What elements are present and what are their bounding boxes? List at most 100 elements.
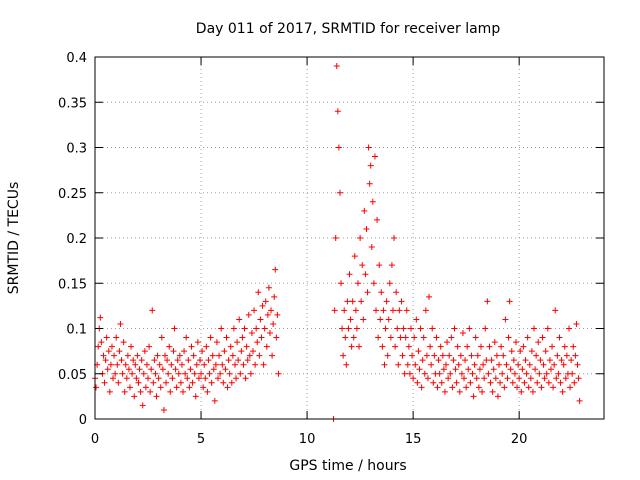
data-point [243, 343, 250, 350]
data-point [119, 370, 126, 377]
data-point [171, 325, 178, 332]
data-point [128, 343, 135, 350]
data-point [353, 325, 360, 332]
data-point [176, 352, 183, 359]
data-point [154, 352, 161, 359]
data-point [464, 343, 471, 350]
data-point [505, 334, 512, 341]
data-point [387, 334, 394, 341]
data-point [458, 370, 465, 377]
data-point [216, 352, 223, 359]
data-point [555, 370, 562, 377]
data-point [488, 357, 495, 364]
data-point [148, 366, 155, 373]
data-point [514, 384, 521, 391]
data-point [572, 352, 579, 359]
data-point [95, 343, 102, 350]
data-point [352, 307, 359, 314]
data-point [145, 375, 152, 382]
data-point [417, 325, 424, 332]
data-point [567, 384, 574, 391]
data-point [402, 334, 409, 341]
data-point [104, 366, 111, 373]
data-point [501, 384, 508, 391]
data-point [93, 384, 100, 391]
data-point [482, 325, 489, 332]
data-point [218, 325, 225, 332]
data-point [456, 388, 463, 395]
data-point [98, 339, 105, 346]
data-point [485, 370, 492, 377]
data-point [332, 235, 339, 241]
data-point [549, 343, 556, 350]
data-point [198, 370, 205, 377]
data-point [345, 325, 352, 332]
data-point [376, 262, 383, 269]
data-point [444, 339, 451, 346]
data-point [392, 343, 399, 350]
data-point [142, 384, 149, 391]
data-point [552, 307, 559, 314]
data-point [196, 357, 203, 364]
data-point [547, 366, 554, 373]
data-point [271, 293, 278, 300]
data-point [502, 316, 509, 323]
data-point [503, 361, 510, 368]
data-point [410, 375, 417, 382]
data-point [240, 361, 247, 368]
data-point [371, 153, 378, 160]
data-point [192, 393, 199, 400]
y-tick-label: 0.3 [66, 142, 87, 157]
data-point [554, 352, 561, 359]
data-point [511, 370, 518, 377]
data-point [528, 348, 535, 355]
data-point [250, 348, 257, 355]
data-point [422, 307, 429, 314]
data-point [199, 348, 206, 355]
y-tick-label: 0.15 [58, 277, 87, 292]
data-point [496, 361, 503, 368]
data-point [533, 352, 540, 359]
data-point [131, 393, 138, 400]
data-point [568, 357, 575, 364]
data-point [184, 375, 191, 382]
data-point [349, 298, 356, 305]
data-point [433, 334, 440, 341]
data-point [574, 361, 581, 368]
data-point [149, 307, 156, 314]
data-point [111, 352, 118, 359]
data-point [238, 348, 245, 355]
data-point [506, 298, 513, 305]
data-point [139, 402, 146, 409]
data-point [484, 298, 491, 305]
data-point [442, 361, 449, 368]
data-point [167, 388, 174, 395]
data-point [159, 366, 166, 373]
data-point [208, 379, 215, 386]
data-point [375, 334, 382, 341]
data-point [103, 334, 110, 341]
data-point [523, 370, 530, 377]
data-point [540, 361, 547, 368]
data-point [473, 375, 480, 382]
data-point [474, 352, 481, 359]
data-point [512, 339, 519, 346]
data-point [180, 388, 187, 395]
data-point [357, 235, 364, 241]
data-point [195, 375, 202, 382]
data-point [334, 108, 341, 115]
data-point [114, 361, 121, 368]
data-point [112, 370, 119, 377]
y-axis-title: SRMTID / TECUs [6, 182, 22, 295]
data-point [489, 388, 496, 395]
data-point [368, 244, 375, 251]
data-point [452, 366, 459, 373]
data-point [480, 361, 487, 368]
data-point [362, 271, 369, 278]
data-point [346, 271, 353, 278]
data-point [566, 325, 573, 332]
data-point [343, 361, 350, 368]
data-point [172, 366, 179, 373]
data-point [551, 361, 558, 368]
data-point [344, 298, 351, 305]
